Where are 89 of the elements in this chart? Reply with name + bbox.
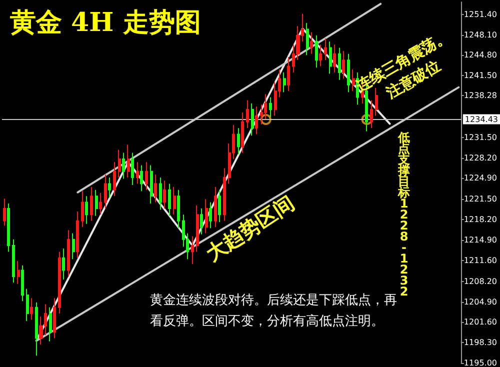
candlestick: [241, 112, 244, 154]
candlestick: [85, 196, 88, 224]
candlestick: [21, 264, 24, 302]
candlestick: [375, 87, 378, 116]
candlestick: [58, 251, 61, 314]
y-tick-label: 1211.60: [464, 256, 498, 265]
candlestick: [196, 204, 199, 252]
candlestick: [113, 162, 116, 197]
candlestick: [338, 47, 341, 80]
candlestick: [306, 22, 309, 56]
candlestick: [269, 96, 272, 118]
annotation: 黄金连续波段对待。后续还是下踩低点，再看反弹。区间不变，分析有高低点注明。: [150, 293, 397, 329]
candlestick: [12, 238, 15, 284]
annotation: 大趋势区间: [202, 190, 298, 266]
candlestick: [347, 53, 350, 93]
candlestick: [329, 41, 332, 74]
candlestick: [159, 177, 162, 210]
candlestick: [163, 180, 166, 209]
candlestick: [310, 32, 313, 54]
candlestick: [72, 232, 75, 260]
candlestick: [95, 189, 98, 216]
candlestick: [35, 302, 38, 356]
y-tick-label: 1204.90: [464, 297, 498, 306]
candlestick: [62, 248, 65, 280]
annotation: 连续三角震荡。 注意破位: [352, 26, 453, 102]
candlestick: [214, 186, 217, 228]
candlestick: [173, 186, 176, 216]
y-tick-label: 1241.50: [464, 71, 498, 80]
candlestick: [99, 192, 102, 216]
candlestick: [118, 149, 121, 178]
candlestick: [122, 152, 125, 180]
candlestick: [67, 230, 70, 277]
candlestick: [246, 100, 249, 129]
candlestick: [154, 174, 157, 203]
candlestick: [352, 68, 355, 92]
y-tick-label: 1221.50: [464, 194, 498, 204]
candlestick: [333, 44, 336, 73]
candlestick: [104, 174, 107, 209]
y-tick-label: 1244.80: [464, 50, 498, 60]
y-tick-label: 1228.20: [464, 153, 498, 162]
candlestick: [177, 189, 180, 229]
candlestick: [30, 298, 33, 320]
candlestick: [342, 50, 345, 80]
candlestick: [49, 306, 52, 342]
candlestick: [218, 189, 221, 223]
candlestick: [324, 38, 327, 61]
candlestick: [191, 236, 194, 265]
candlestick: [145, 162, 148, 190]
y-tick-label: 1201.60: [464, 318, 498, 327]
candlestick: [287, 56, 290, 92]
y-tick-label: 1224.90: [464, 174, 498, 183]
candlestick: [127, 144, 130, 178]
candlestick: [319, 44, 322, 67]
y-tick-label: 1251.40: [464, 10, 498, 19]
y-tick-label: 1248.10: [464, 30, 498, 40]
y-tick-label: 1214.90: [464, 235, 498, 244]
candlestick: [76, 211, 79, 258]
ref-line-label: 1234.43: [464, 114, 498, 124]
y-tick-label: 1198.30: [464, 338, 498, 348]
candlestick: [136, 162, 139, 184]
y-tick-label: 1238.28: [464, 90, 498, 100]
candlestick: [3, 198, 6, 226]
candlestick: [370, 100, 373, 129]
candlestick: [81, 190, 84, 228]
candlestick: [90, 186, 93, 222]
candlestick: [131, 152, 134, 186]
candlestick: [251, 102, 254, 136]
candlestick: [205, 198, 208, 234]
candlestick: [255, 106, 258, 135]
candlestick: [53, 298, 56, 339]
candlestick: [17, 260, 20, 284]
y-tick-label: 1195.00: [464, 358, 498, 367]
candlestick: [209, 202, 212, 229]
y-tick-label: 1208.20: [464, 276, 498, 286]
candlestick: [168, 183, 171, 216]
candlestick: [200, 208, 203, 235]
candlestick: [150, 164, 153, 204]
candlestick: [140, 164, 143, 192]
candlestick: [7, 203, 10, 252]
candlestick: [26, 288, 29, 322]
y-tick-label: 1218.20: [464, 215, 498, 224]
candlestick: [283, 72, 286, 93]
candlestick: [315, 34, 318, 68]
candlestick: [237, 128, 240, 155]
y-tick-label: 1231.50: [464, 132, 498, 142]
candlestick: [223, 168, 226, 222]
text: 低点支撑目标1228-1232: [398, 130, 410, 298]
chart-title: 黄金 4H 走势图: [9, 8, 201, 38]
candlestick: [108, 177, 111, 198]
